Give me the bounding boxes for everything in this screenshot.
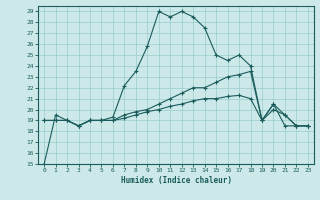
X-axis label: Humidex (Indice chaleur): Humidex (Indice chaleur) xyxy=(121,176,231,185)
